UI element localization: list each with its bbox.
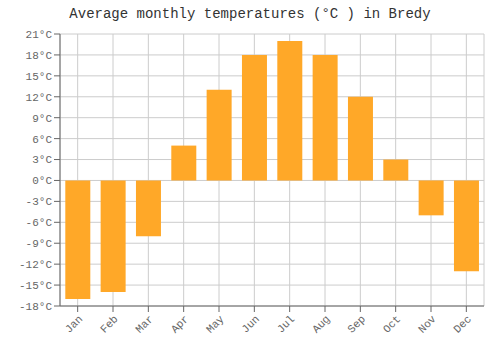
svg-text:-9°C: -9°C <box>26 238 53 250</box>
svg-text:Jan: Jan <box>63 313 85 335</box>
svg-text:Feb: Feb <box>98 313 120 335</box>
svg-text:-3°C: -3°C <box>26 196 53 208</box>
svg-text:Dec: Dec <box>451 313 473 335</box>
svg-text:-18°C: -18°C <box>19 301 52 313</box>
html-text:Average monthly temperatures (: Average monthly temperatures (°C ) in Br… <box>69 6 431 22</box>
svg-text:Jul: Jul <box>275 313 297 335</box>
svg-text:3°C: 3°C <box>32 154 52 166</box>
svg-text:-15°C: -15°C <box>19 280 52 292</box>
svg-text:18°C: 18°C <box>26 50 53 62</box>
svg-text:0°C: 0°C <box>32 175 52 187</box>
svg-text:May: May <box>204 313 227 336</box>
svg-text:Oct: Oct <box>381 313 403 335</box>
svg-text:Jun: Jun <box>239 313 261 335</box>
svg-text:Nov: Nov <box>416 313 439 336</box>
svg-text:12°C: 12°C <box>26 92 53 104</box>
svg-text:Aug: Aug <box>310 313 332 335</box>
svg-text:9°C: 9°C <box>32 113 52 125</box>
svg-text:-6°C: -6°C <box>26 217 53 229</box>
svg-text:Sep: Sep <box>345 313 367 335</box>
svg-text:6°C: 6°C <box>32 134 52 146</box>
svg-text:21°C: 21°C <box>26 29 53 41</box>
svg-text:Mar: Mar <box>133 313 155 335</box>
svg-text:-12°C: -12°C <box>19 259 52 271</box>
svg-text:Apr: Apr <box>169 313 191 335</box>
svg-text:15°C: 15°C <box>26 71 53 83</box>
